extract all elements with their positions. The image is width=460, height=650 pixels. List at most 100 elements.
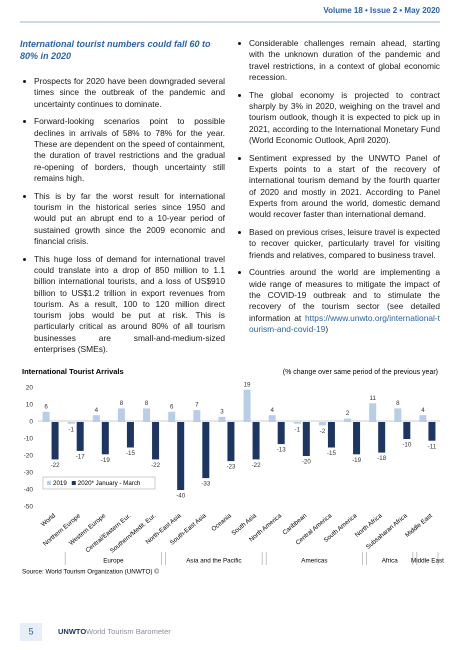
page-number-box — [20, 623, 42, 641]
bar — [117, 408, 125, 422]
bar — [394, 408, 402, 422]
value-label: -20 — [302, 459, 312, 466]
legend-box — [42, 476, 156, 490]
bar — [193, 410, 201, 422]
bar — [218, 416, 226, 422]
bar — [378, 422, 386, 453]
bullet: This is by far the worst result for inte… — [20, 191, 225, 247]
bar — [42, 411, 50, 422]
bar — [51, 422, 59, 460]
legend-label: 2020* January - March — [78, 480, 141, 487]
x-tick-label: Middle East — [404, 512, 434, 539]
y-tick-label: 0 — [29, 419, 33, 426]
value-label: -15 — [327, 450, 337, 457]
bar — [76, 422, 84, 451]
bar — [202, 422, 210, 479]
value-label: -11 — [428, 443, 437, 450]
bar — [143, 408, 151, 422]
bullet-text: ) — [325, 323, 329, 334]
value-label: -10 — [402, 442, 412, 449]
bar — [318, 422, 326, 426]
y-tick-label: 10 — [26, 402, 34, 409]
bar — [428, 422, 436, 441]
value-label: 8 — [145, 400, 149, 407]
value-label: 4 — [270, 407, 274, 414]
value-label: -19 — [101, 457, 111, 464]
bar — [101, 422, 109, 455]
value-label: 7 — [195, 402, 199, 409]
bar — [126, 422, 134, 448]
x-tick-label: World — [40, 512, 57, 528]
page-number: 5 — [28, 626, 33, 636]
value-label: -22 — [252, 462, 262, 469]
value-label: -15 — [126, 450, 136, 457]
legend-swatch — [47, 481, 51, 485]
value-label: -18 — [377, 455, 387, 462]
bar — [369, 403, 377, 422]
group-label: Africa — [382, 558, 399, 565]
x-tick-label: Southern/Medit. Eur. — [109, 512, 158, 554]
bar — [227, 422, 235, 462]
chart-subtitle: (% change over same period of the previo… — [283, 369, 438, 376]
right-column: Considerable challenges remain ahead, st… — [235, 38, 440, 342]
value-label: -1 — [295, 426, 301, 433]
bar — [243, 389, 251, 422]
bullet: Based on previous crises, leisure travel… — [235, 227, 440, 261]
chart-title: International Tourist Arrivals — [22, 367, 124, 376]
value-label: -17 — [76, 454, 86, 461]
bar — [252, 422, 260, 460]
y-tick-label: -40 — [24, 487, 34, 494]
bullet: This huge loss of demand for internation… — [20, 254, 225, 356]
chart-source: Source: World Tourism Organization (UNWT… — [22, 568, 159, 576]
bar — [353, 422, 361, 455]
value-label: 8 — [120, 400, 124, 407]
bar — [293, 422, 301, 424]
footer-brand: UNWTO — [58, 627, 86, 636]
bar — [168, 411, 176, 422]
value-label: -13 — [277, 447, 287, 454]
bullet-list: Considerable challenges remain ahead, st… — [235, 38, 440, 335]
bar — [268, 415, 276, 422]
bar — [302, 422, 310, 456]
bullet: Prospects for 2020 have been downgraded … — [20, 76, 225, 110]
bar — [92, 415, 100, 422]
section-heading: International tourist numbers could fall… — [20, 39, 211, 61]
value-label: -1 — [68, 426, 74, 433]
y-tick-label: 20 — [26, 385, 34, 392]
value-label: 2 — [346, 410, 350, 417]
value-label: 6 — [170, 403, 174, 410]
value-label: -22 — [51, 462, 61, 469]
group-label: Europe — [103, 558, 124, 565]
bar — [419, 415, 427, 422]
value-label: 8 — [396, 400, 400, 407]
bar — [344, 418, 352, 422]
value-label: -33 — [201, 481, 211, 488]
x-tick-label: Central/Eastern Eur. — [84, 512, 132, 554]
link[interactable]: https://www.unwto.org/international-tour… — [249, 312, 440, 334]
bar — [277, 422, 285, 445]
y-tick-label: -10 — [24, 436, 34, 443]
bullet-list: Prospects for 2020 have been downgraded … — [20, 76, 225, 355]
bar — [327, 422, 335, 448]
value-label: 4 — [421, 407, 425, 414]
value-label: 6 — [44, 403, 48, 410]
y-tick-label: -20 — [24, 453, 34, 460]
value-label: -40 — [176, 493, 186, 500]
legend-swatch — [71, 481, 76, 485]
y-tick-label: -50 — [24, 504, 34, 511]
x-tick-label: Oceania — [210, 512, 233, 533]
left-column: International tourist numbers could fall… — [20, 38, 225, 362]
bar — [177, 422, 185, 490]
value-label: 11 — [369, 395, 376, 402]
bar — [403, 422, 411, 439]
bullet: Countries around the world are implement… — [235, 267, 440, 335]
value-label: -2 — [320, 428, 326, 435]
group-label: Middle East — [411, 558, 444, 565]
footer-publication: World Tourism Barometer — [86, 627, 171, 636]
bullet: Considerable challenges remain ahead, st… — [235, 38, 440, 83]
bullet: The global economy is projected to contr… — [235, 90, 440, 146]
value-label: 4 — [95, 407, 99, 414]
